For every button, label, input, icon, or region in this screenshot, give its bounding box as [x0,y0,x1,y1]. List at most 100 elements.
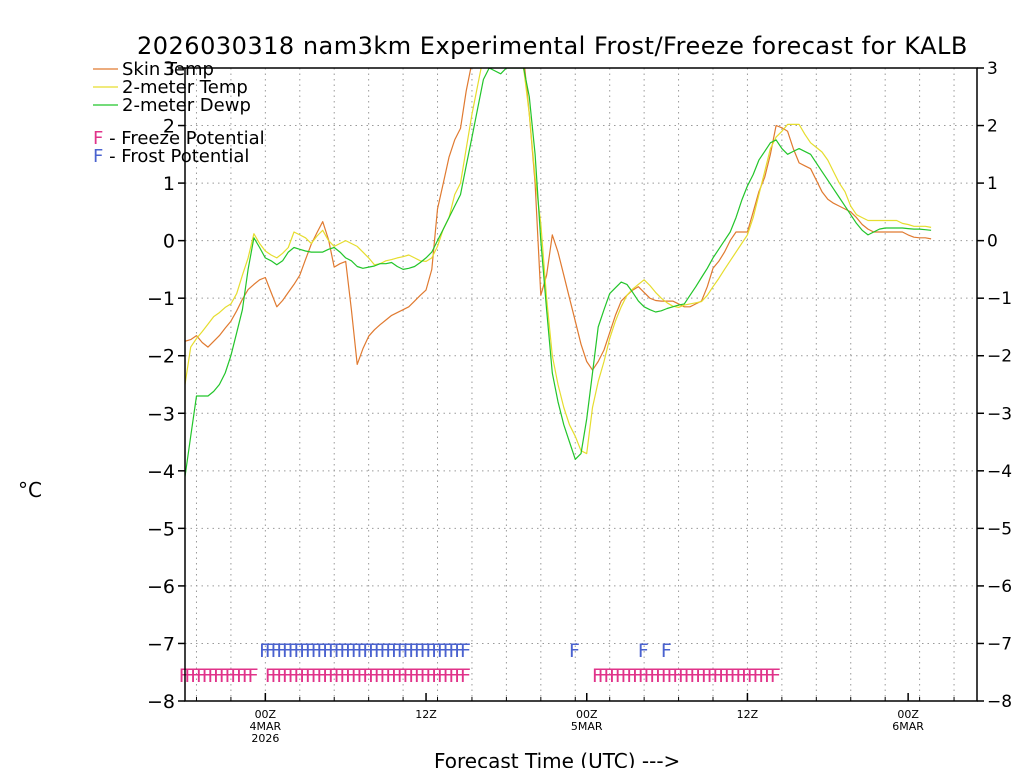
freeze-flag: F [202,665,213,687]
legend-label: Skin Temp [122,59,214,80]
x-tick-label: 6MAR [892,720,924,733]
frost-flag: F [443,640,454,662]
y-tick-label-left: 2 [163,116,175,138]
frost-flag: F [265,640,276,662]
freeze-flag: F [661,665,672,687]
x-tick-label: 4MAR [250,720,282,733]
flag-legend-letter: F [93,146,103,167]
frost-flag: F [351,640,362,662]
freeze-flag: F [385,665,396,687]
frost-flag: F [385,640,396,662]
freeze-flag: F [626,665,637,687]
freeze-flag: F [271,665,282,687]
frost-flag: F [328,640,339,662]
y-tick-label-left: −5 [147,518,175,540]
frost-flag: F [357,640,368,662]
freeze-flag: F [219,665,230,687]
freeze-flag: F [184,665,195,687]
freeze-flag: F [236,665,247,687]
series-2-meter-temp-line [185,68,932,455]
frost-flag: F [403,640,414,662]
frost-flag: F [288,640,299,662]
freeze-flag: F [454,665,465,687]
freeze-flag: F [282,665,293,687]
freeze-flag: F [609,665,620,687]
freeze-flag: F [322,665,333,687]
y-tick-label-right: −6 [987,577,1012,597]
frost-flag: F [259,640,270,662]
freeze-flag: F [420,665,431,687]
freeze-flag: F [758,665,769,687]
freeze-flag: F [294,665,305,687]
flag-legend-entry: F - Freeze Potential [93,128,265,149]
freeze-flag: F [667,665,678,687]
x-axis-label: Forecast Time (UTC) ---> [434,749,680,768]
x-tick-label: 2026 [251,732,279,745]
freeze-flag: F [603,665,614,687]
freeze-flag: F [207,665,218,687]
frost-flag: F [305,640,316,662]
freeze-flag: F [592,665,603,687]
frost-flag: F [368,640,379,662]
y-tick-label-right: −2 [987,347,1012,367]
chart-title: 2026030318 nam3km Experimental Frost/Fre… [137,32,968,60]
series-2-meter-dewp-line [185,68,932,477]
freeze-flag: F [276,665,287,687]
freeze-flag: F [448,665,459,687]
y-tick-label-left: 0 [163,231,175,253]
y-tick-label-left: −2 [147,346,175,368]
freeze-flag: F [179,665,190,687]
frost-flag: F [362,640,373,662]
frost-flag: F [569,640,580,662]
freeze-flag: F [328,665,339,687]
freeze-flag: F [408,665,419,687]
freeze-flag: F [644,665,655,687]
y-tick-label-left: −1 [147,288,175,310]
x-tick-label: 00Z [255,708,277,721]
freeze-flag: F [196,665,207,687]
y-tick-label-left: 1 [163,173,175,195]
freeze-flag: F [770,665,781,687]
freeze-flag: F [305,665,316,687]
frost-flag: F [322,640,333,662]
freeze-flag: F [357,665,368,687]
y-tick-label-left: −6 [147,576,175,598]
y-tick-label-right: 3 [987,59,998,79]
y-axis-label: °C [18,478,42,502]
freeze-flag: F [747,665,758,687]
y-tick-label-right: −4 [987,462,1012,482]
frost-flag: F [420,640,431,662]
legend-label: 2-meter Dewp [122,95,251,116]
freeze-flag: F [334,665,345,687]
frost-flag: F [391,640,402,662]
freeze-flag: F [316,665,327,687]
freeze-flag: F [690,665,701,687]
freeze-flag: F [299,665,310,687]
x-tick-label: 5MAR [571,720,603,733]
freeze-flag: F [695,665,706,687]
freeze-flag: F [230,665,241,687]
freeze-flag: F [213,665,224,687]
y-tick-label-left: 3 [163,58,175,80]
freeze-flag: F [426,665,437,687]
flag-legend-label: - Freeze Potential [103,128,264,149]
plot-frame [184,67,978,702]
freeze-flag: F [460,665,471,687]
frost-flag: F [299,640,310,662]
frost-flag: F [282,640,293,662]
freeze-flag: F [707,665,718,687]
y-axis-ticks: 3 3 2 2 1 1 0 0 −1 −1 −2 −2 −3 −3 −4 −4 −5 −5 −6 −6 −7 −7 −8 −8 [147,58,1012,713]
frost-flag: F [380,640,391,662]
frost-flag: F [437,640,448,662]
frost-flag: F [454,640,465,662]
flag-legend-letter: F [93,128,103,149]
freeze-flag: F [431,665,442,687]
freeze-flag: F [391,665,402,687]
x-tick-label: 00Z [897,708,919,721]
y-tick-label-right: 2 [987,117,998,137]
y-tick-label-right: −7 [987,634,1012,654]
freeze-flag: F [339,665,350,687]
freeze-flag: F [712,665,723,687]
